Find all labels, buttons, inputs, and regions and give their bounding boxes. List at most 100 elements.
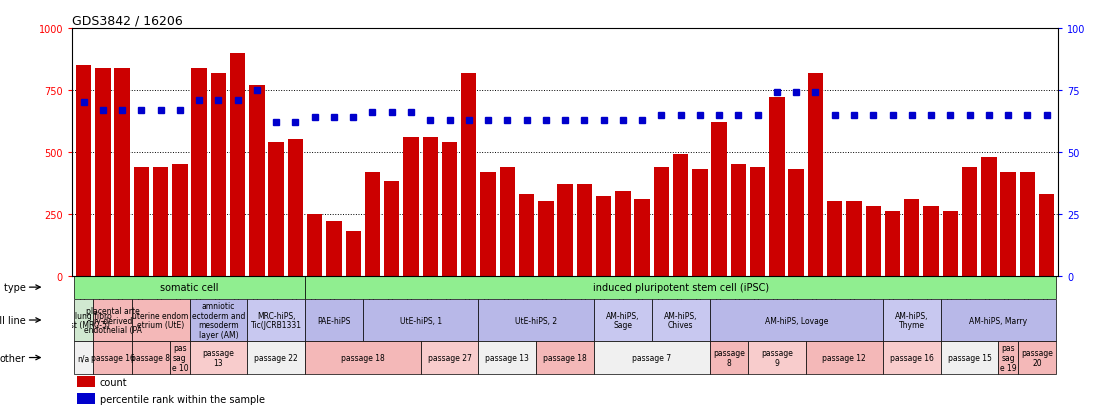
Text: pas
sag
e 10: pas sag e 10 (172, 344, 188, 372)
Bar (346, 231, 361, 276)
Bar (305, 299, 362, 342)
Bar (536, 342, 594, 374)
Bar (76, 376, 94, 387)
Bar (904, 199, 920, 276)
Text: passage
13: passage 13 (203, 348, 234, 367)
Bar (189, 299, 247, 342)
Bar (806, 342, 883, 374)
Bar (132, 299, 189, 342)
Bar (211, 74, 226, 276)
Bar (365, 172, 380, 276)
Text: passage 18: passage 18 (543, 353, 587, 362)
Bar (500, 167, 515, 276)
Text: passage 12: passage 12 (822, 353, 866, 362)
Text: cell type: cell type (0, 282, 25, 292)
Bar (74, 342, 93, 374)
Text: UtE-hiPS, 2: UtE-hiPS, 2 (515, 316, 557, 325)
Bar (247, 342, 305, 374)
Text: placental arte
ry-derived
endothelial (PA: placental arte ry-derived endothelial (P… (83, 306, 142, 335)
Bar (74, 276, 305, 299)
Bar (189, 342, 247, 374)
Bar (594, 299, 652, 342)
Bar (538, 202, 554, 276)
Bar (268, 142, 284, 276)
Bar (923, 207, 938, 276)
Text: AM-hiPS,
Thyme: AM-hiPS, Thyme (895, 311, 929, 330)
Bar (941, 342, 998, 374)
Bar (481, 172, 495, 276)
Bar (479, 342, 536, 374)
Text: passage 7: passage 7 (633, 353, 671, 362)
Bar (519, 195, 534, 276)
Bar (479, 299, 594, 342)
Text: cell line: cell line (0, 315, 25, 325)
Bar (134, 167, 150, 276)
Bar (75, 66, 91, 276)
Bar (1017, 342, 1056, 374)
Bar (594, 342, 709, 374)
Text: AM-hiPS,
Chives: AM-hiPS, Chives (664, 311, 697, 330)
Text: passage 16: passage 16 (91, 353, 134, 362)
Bar (998, 342, 1017, 374)
Bar (827, 202, 842, 276)
Text: percentile rank within the sample: percentile rank within the sample (100, 394, 265, 404)
Bar (883, 299, 941, 342)
Text: passage 15: passage 15 (947, 353, 992, 362)
Text: UtE-hiPS, 1: UtE-hiPS, 1 (400, 316, 442, 325)
Bar (943, 211, 958, 276)
Bar (171, 342, 189, 374)
Text: AM-hiPS,
Sage: AM-hiPS, Sage (606, 311, 639, 330)
Bar (422, 138, 438, 276)
Text: passage 18: passage 18 (341, 353, 384, 362)
Bar (461, 74, 476, 276)
Bar (769, 98, 784, 276)
Bar (384, 182, 400, 276)
Text: passage
8: passage 8 (712, 348, 745, 367)
Bar (557, 185, 573, 276)
Text: n/a: n/a (78, 353, 90, 362)
Text: passage 16: passage 16 (890, 353, 934, 362)
Text: amniotic
ectoderm and
mesoderm
layer (AM): amniotic ectoderm and mesoderm layer (AM… (192, 301, 245, 339)
Bar (865, 207, 881, 276)
Text: AM-hiPS, Marry: AM-hiPS, Marry (970, 316, 1027, 325)
Bar (962, 167, 977, 276)
Text: passage 27: passage 27 (428, 353, 472, 362)
Bar (750, 167, 766, 276)
Bar (847, 202, 862, 276)
Bar (709, 299, 883, 342)
Bar (230, 54, 245, 276)
Bar (711, 123, 727, 276)
Bar (172, 165, 187, 276)
Bar (652, 299, 709, 342)
Bar (114, 69, 130, 276)
Bar (442, 142, 458, 276)
Text: passage 22: passage 22 (255, 353, 298, 362)
Text: pas
sag
e 19: pas sag e 19 (999, 344, 1016, 372)
Text: somatic cell: somatic cell (161, 282, 218, 292)
Bar (307, 214, 322, 276)
Bar (95, 69, 111, 276)
Bar (576, 185, 592, 276)
Text: uterine endom
etrium (UtE): uterine endom etrium (UtE) (133, 311, 188, 330)
Bar (635, 199, 649, 276)
Bar (93, 342, 132, 374)
Bar (596, 197, 612, 276)
Text: PAE-hiPS: PAE-hiPS (317, 316, 350, 325)
Bar (730, 165, 746, 276)
Text: passage 13: passage 13 (485, 353, 530, 362)
Bar (305, 342, 421, 374)
Text: passage 8: passage 8 (132, 353, 171, 362)
Text: passage
20: passage 20 (1020, 348, 1053, 367)
Bar (249, 86, 265, 276)
Bar (132, 342, 171, 374)
Bar (673, 155, 688, 276)
Bar (1039, 195, 1055, 276)
Bar (1001, 172, 1016, 276)
Bar (692, 170, 708, 276)
Bar (789, 170, 804, 276)
Bar (76, 393, 94, 404)
Text: other: other (0, 353, 25, 363)
Bar (808, 74, 823, 276)
Bar (615, 192, 630, 276)
Bar (981, 157, 996, 276)
